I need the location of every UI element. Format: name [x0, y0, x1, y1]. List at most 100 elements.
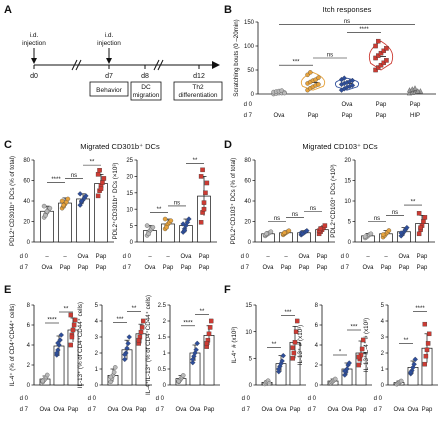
treatment-d7-label: Ova [53, 407, 65, 413]
treatment-d7-label: Pap [422, 407, 433, 413]
y-tick-label: 3 [381, 335, 385, 341]
timeline-break-1b [75, 59, 82, 71]
sig-label: ns [292, 212, 298, 218]
data-point [378, 50, 384, 56]
data-point [122, 351, 128, 358]
treatment-d7-label: Pap [399, 265, 410, 271]
treatment-d7-label: Ova [275, 407, 287, 413]
data-point [206, 331, 212, 337]
treatment-d7-label: HIP [410, 113, 420, 119]
data-point [381, 48, 386, 54]
data-point [266, 381, 272, 386]
sig-label: ** [272, 342, 277, 348]
injection-label-d7-line2: injection [97, 40, 121, 47]
data-point [101, 176, 107, 181]
treatment-d0-label: – [63, 254, 67, 260]
row-label-d7: d 7 [242, 407, 251, 413]
data-point [412, 356, 418, 363]
violin [300, 71, 326, 91]
data-point [279, 358, 285, 364]
data-point [424, 347, 430, 353]
data-point [68, 342, 74, 348]
data-point [122, 356, 128, 363]
y-tick-label: 1 [95, 367, 99, 373]
y-tick-label: 0 [27, 383, 31, 389]
treatment-d7-label: Pap [78, 265, 89, 271]
panel-letter-e: E [4, 284, 11, 296]
data-point [268, 229, 274, 234]
chart-title: Itch responses [323, 5, 372, 14]
data-point [112, 365, 118, 370]
y-tick-label: 0 [130, 240, 134, 246]
y-axis-label: IL-4⁺IL-13⁺ (% of CD4⁺CD44⁺ cells) [145, 295, 152, 395]
data-point [201, 206, 207, 212]
y-tick-label: 2 [315, 363, 319, 369]
data-point [193, 347, 199, 353]
y-axis-label: PDL2⁺CD103⁺ DCs (% of total) [230, 158, 237, 245]
row-label-d0: d 0 [242, 396, 251, 402]
data-point [198, 220, 204, 225]
chart-b-itch-responses: Itch responses 0 50 100 150 Scratching bouts … [233, 5, 436, 119]
y-tick-label: 4 [27, 343, 31, 349]
y-tick-label: 4 [381, 319, 385, 325]
data-point [299, 231, 306, 237]
sig-label: ns [374, 216, 380, 222]
y-tick-label: 40 [244, 199, 251, 205]
data-point [416, 231, 422, 237]
data-point [204, 341, 210, 346]
sig-label: ** [200, 309, 205, 315]
y-tick-label: 8 [315, 303, 319, 309]
data-point [200, 167, 205, 173]
sig-label: **** [47, 318, 57, 324]
data-point [398, 378, 404, 384]
data-point [162, 216, 168, 222]
y-tick-label: 50 [247, 68, 254, 74]
box-behavior [89, 81, 129, 97]
day-label-d8: d8 [141, 73, 149, 80]
y-tick-label: 15 [245, 303, 252, 309]
y-tick-label: 20 [23, 220, 30, 226]
data-point [423, 353, 429, 359]
y-tick-label: 4 [95, 319, 99, 325]
treatment-d7-label: Ova [189, 407, 201, 413]
sig-label: **** [51, 177, 61, 183]
y-axis-label: Scratching bouts (0 –20min) [233, 19, 240, 96]
treatment-d7-label: Pap [356, 407, 367, 413]
data-point [59, 198, 65, 204]
row-label-d7: d 7 [20, 407, 29, 413]
data-point [404, 224, 410, 231]
data-point [69, 334, 75, 340]
data-point [293, 329, 299, 334]
data-point [322, 223, 328, 228]
data-point [204, 180, 210, 186]
data-point [290, 356, 296, 361]
y-tick-label: 0 [27, 240, 31, 246]
data-point [44, 208, 50, 214]
data-point [373, 43, 378, 49]
treatment-d0-label: – [384, 254, 388, 260]
data-point [71, 322, 77, 328]
sig-label: *** [350, 325, 358, 331]
y-tick-label: 2.5 [158, 303, 167, 309]
data-point [65, 196, 71, 202]
treatment-d0-label: Pap [410, 102, 421, 108]
y-tick-label: 6 [315, 323, 319, 329]
row-label-d7: d 7 [308, 407, 317, 413]
data-point [98, 186, 104, 191]
data-point [376, 65, 381, 70]
y-tick-label: 5 [249, 357, 253, 363]
data-point [72, 317, 78, 323]
y-tick-label: 20 [344, 158, 351, 164]
panel-letter-f: F [224, 284, 231, 296]
box-th2-line1: Th2 [192, 84, 204, 91]
data-point [280, 352, 286, 359]
y-tick-label: 0 [163, 383, 167, 389]
data-point [380, 232, 386, 237]
data-point [346, 360, 352, 366]
treatment-d0-label: Ova [180, 254, 192, 260]
timeline-arrowhead [212, 61, 220, 69]
data-point [376, 53, 381, 58]
y-tick-label: 4 [315, 343, 319, 349]
data-point [125, 340, 131, 347]
